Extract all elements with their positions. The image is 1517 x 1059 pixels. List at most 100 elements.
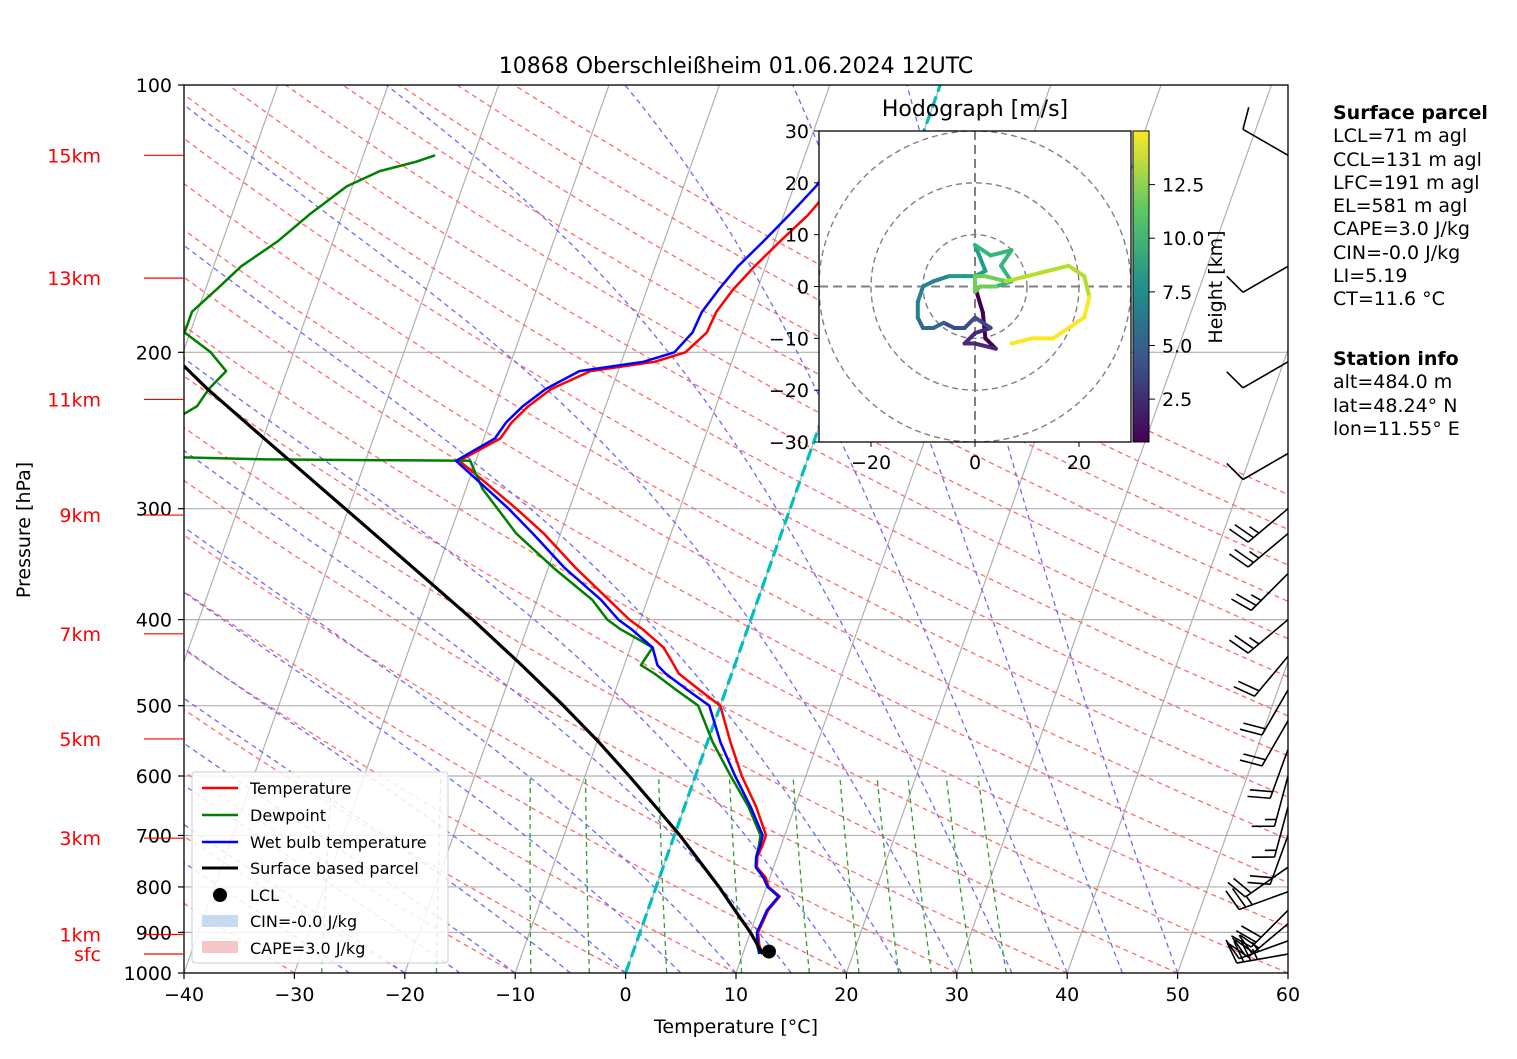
isotherm-line (184, 85, 389, 664)
height-label: 13km (47, 268, 101, 290)
y-tick-label: 1000 (124, 963, 172, 985)
wind-barb (1239, 689, 1289, 736)
hodograph-y-tick-label: −20 (769, 380, 809, 402)
barb-staff (1242, 128, 1289, 157)
barb-staff (1261, 720, 1289, 767)
barb-staff (1273, 775, 1289, 827)
hodograph-segment (1025, 268, 1050, 279)
legend-temperature: Temperature (249, 779, 351, 798)
y-tick-label: 400 (136, 610, 172, 632)
station-info-title: Station info (1333, 348, 1459, 370)
hodograph-segment (1066, 315, 1087, 330)
barb-half-flag (1249, 550, 1260, 559)
mixing-ratio-line (945, 775, 973, 973)
dry-adiabat (184, 708, 626, 973)
hodograph-x-tick-label: −20 (851, 452, 891, 474)
wind-barb (1247, 749, 1289, 800)
dry-adiabat (228, 85, 1288, 678)
barb-flag (1233, 877, 1252, 894)
parcel-cape: CAPE=3.0 J/kg (1333, 218, 1470, 241)
barb-flag (1226, 942, 1238, 964)
height-label: 15km (47, 145, 101, 167)
moist-adiabat (184, 697, 571, 973)
barb-staff (1247, 508, 1289, 543)
legend-cin-patch (202, 915, 238, 927)
wind-barb (1228, 923, 1289, 958)
parcel-cin: CIN=-0.0 J/kg (1333, 241, 1461, 264)
isotherm-line (404, 85, 721, 973)
wind-barb (1226, 265, 1289, 293)
barb-staff (1244, 866, 1289, 898)
barb-staff (1247, 923, 1289, 958)
legend: Temperature Dewpoint Wet bulb temperatur… (191, 771, 449, 964)
barb-half-flag (1249, 636, 1260, 645)
wind-barb (1242, 107, 1289, 157)
hodograph-y-tick-label: −10 (769, 328, 809, 350)
x-tick-label: −20 (385, 984, 425, 1006)
hodograph-y-tick-label: 30 (785, 121, 809, 143)
legend-wetbulb: Wet bulb temperature (250, 833, 427, 852)
wind-barb (1247, 835, 1289, 886)
x-tick-label: −40 (164, 984, 204, 1006)
x-tick-label: 10 (724, 984, 748, 1006)
barb-staff (1273, 806, 1289, 858)
hodograph-title: Hodograph [m/s] (882, 97, 1068, 122)
height-label: 1km (59, 925, 101, 947)
temperature-line (458, 154, 859, 955)
moist-adiabat (184, 244, 903, 973)
parcel-ct: CT=11.6 °C (1333, 288, 1445, 311)
hodograph-segment (1051, 325, 1071, 341)
hodograph-x-tick-label: 20 (1067, 452, 1091, 474)
hodograph-segment (1045, 263, 1071, 273)
surface-parcel-info: Surface parcel LCL=71 m agl CCL=131 m ag… (1333, 102, 1488, 312)
y-axis-ticks: 100 200 300 400 500 600 700 800 900 1000 (124, 75, 184, 985)
moist-adiabat (184, 357, 847, 973)
dry-adiabat (184, 276, 1288, 884)
hodograph-x-tick-label: 0 (969, 452, 981, 474)
y-tick-label: 500 (136, 696, 172, 718)
legend-lcl-dot (213, 888, 227, 902)
wind-barb (1251, 806, 1289, 858)
barb-flag (1228, 639, 1249, 654)
barb-staff (1236, 953, 1289, 964)
hodograph-segment (1066, 263, 1087, 279)
height-label: 5km (59, 729, 101, 751)
wind-barb (1228, 508, 1289, 543)
barb-flag (1228, 553, 1249, 568)
hodograph-y-tick-label: 10 (785, 225, 809, 247)
barb-flag (1231, 888, 1247, 908)
barb-flag (1226, 462, 1244, 481)
isotherm-line (956, 85, 1273, 973)
profile-lines (184, 154, 859, 959)
y-tick-label: 800 (136, 877, 172, 899)
dry-adiabat (184, 325, 1288, 928)
x-tick-label: 40 (1055, 984, 1079, 1006)
barb-flag (1228, 943, 1249, 958)
legend-cin: CIN=-0.0 J/kg (250, 912, 357, 931)
wind-barbs (1225, 107, 1289, 964)
barb-flag (1234, 548, 1254, 564)
parcel-lcl: LCL=71 m agl (1333, 125, 1468, 148)
x-axis-label: Temperature [°C] (653, 1016, 818, 1038)
station-lon: lon=11.55° E (1333, 417, 1460, 440)
moist-adiabat (385, 85, 1013, 973)
barb-flag (1227, 881, 1246, 898)
height-label: sfc (74, 944, 101, 966)
parcel-ccl: CCL=131 m agl (1333, 148, 1482, 171)
barb-flag (1239, 728, 1263, 736)
isotherm-line (184, 85, 279, 352)
hodograph-y-tick-label: 0 (797, 277, 809, 299)
wind-barb (1239, 720, 1289, 767)
mixing-ratio-line (658, 775, 668, 973)
barb-flag (1234, 938, 1254, 954)
barb-flag (1240, 925, 1262, 938)
barb-flag (1247, 795, 1271, 800)
barb-staff (1269, 749, 1289, 799)
chart-title: 10868 Oberschleißheim 01.06.2024 12UTC (499, 54, 974, 79)
wind-barb (1251, 775, 1289, 828)
y-tick-label: 100 (136, 75, 172, 97)
hodograph-segment (973, 243, 993, 258)
colorbar-tick-label: 2.5 (1162, 389, 1192, 411)
wind-barb (1226, 361, 1289, 389)
